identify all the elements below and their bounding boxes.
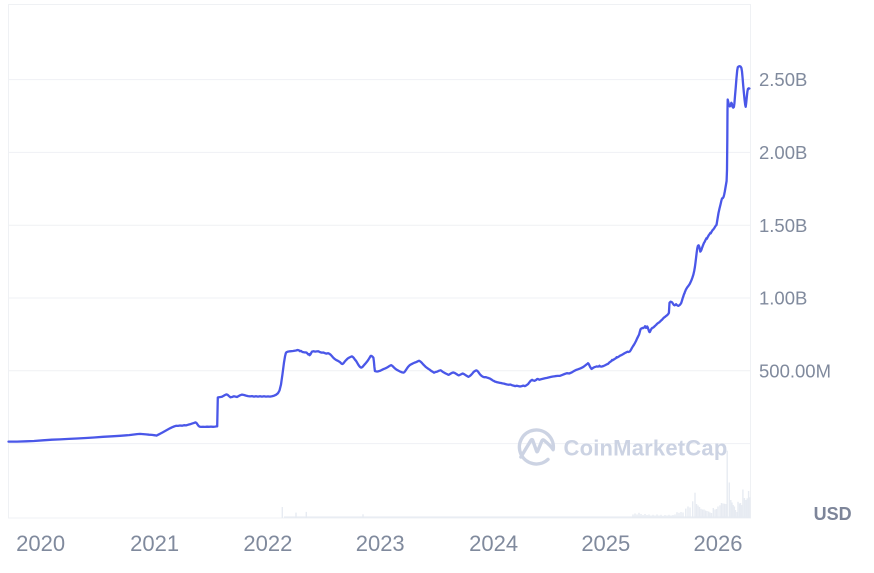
svg-text:2020: 2020 (16, 531, 65, 556)
svg-text:2021: 2021 (130, 531, 179, 556)
svg-text:2023: 2023 (356, 531, 405, 556)
svg-text:2022: 2022 (243, 531, 292, 556)
svg-text:2024: 2024 (469, 531, 518, 556)
svg-text:CoinMarketCap: CoinMarketCap (564, 436, 728, 461)
svg-text:1.50B: 1.50B (759, 215, 807, 236)
svg-text:2.00B: 2.00B (759, 142, 807, 163)
svg-text:500.00M: 500.00M (759, 360, 831, 381)
svg-text:2.50B: 2.50B (759, 69, 807, 90)
svg-text:2026: 2026 (694, 531, 743, 556)
svg-text:USD: USD (814, 504, 852, 524)
svg-text:2025: 2025 (581, 531, 630, 556)
svg-text:1.00B: 1.00B (759, 288, 807, 309)
